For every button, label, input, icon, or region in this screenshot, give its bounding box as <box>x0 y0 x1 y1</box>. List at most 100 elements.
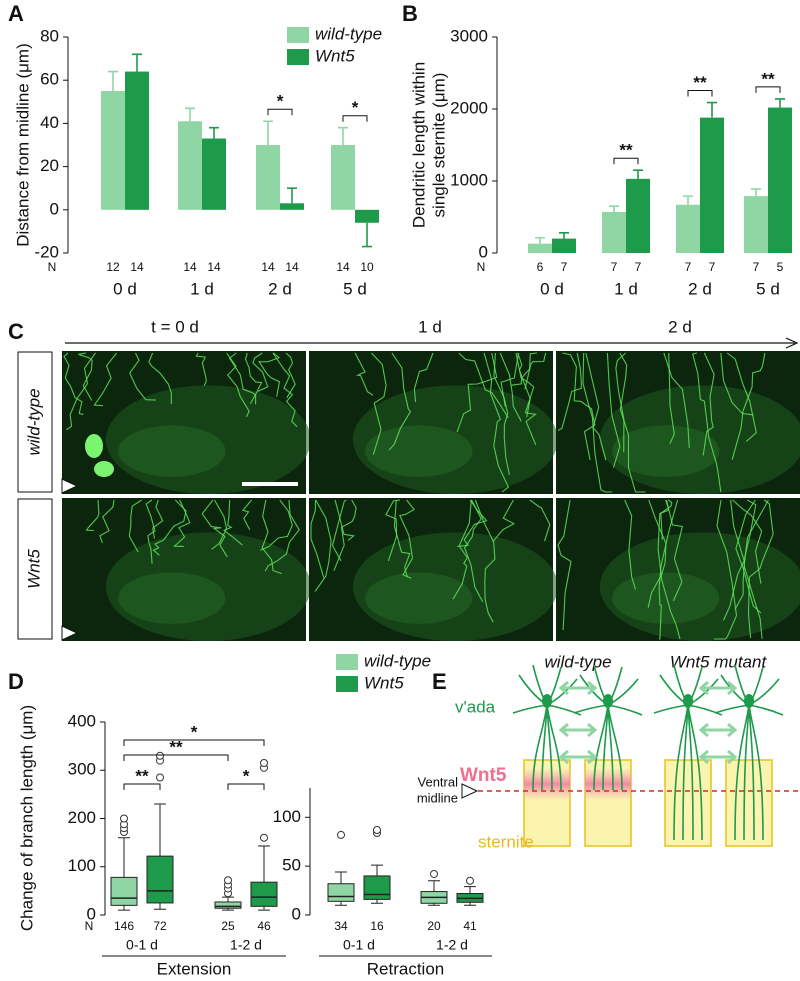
whisker <box>222 896 234 902</box>
error-bar <box>633 169 643 179</box>
bar <box>355 209 379 223</box>
y-tick-label: 50 <box>282 856 301 875</box>
significance-bracket <box>123 739 265 746</box>
y-tick-label: 3000 <box>450 26 488 45</box>
n-value: 12 <box>106 260 120 274</box>
dendrite <box>195 352 207 387</box>
error-bar <box>362 222 372 248</box>
box <box>110 876 138 906</box>
dendrite <box>619 352 646 493</box>
neuron-branch <box>743 704 750 841</box>
neuron-branch <box>748 704 764 841</box>
x-tick-label: 0-1 d <box>126 937 158 953</box>
whisker <box>371 899 383 904</box>
dendrite <box>257 352 281 397</box>
n-value: 146 <box>114 919 134 933</box>
dendrite <box>272 352 298 428</box>
dendrite <box>371 352 387 455</box>
movement-arrow <box>558 680 598 696</box>
significance-bracket <box>123 783 161 790</box>
error-bar <box>108 70 118 91</box>
n-value: 20 <box>427 919 441 933</box>
n-label: N <box>48 260 57 274</box>
legend-label: Wnt5 <box>315 46 355 65</box>
n-value: 7 <box>709 260 716 274</box>
n-value: 5 <box>777 260 784 274</box>
bar <box>626 178 650 253</box>
bar <box>602 211 626 253</box>
dendrite <box>66 352 96 431</box>
diagram-title: Wnt5 mutant <box>670 652 768 671</box>
micrograph-grid <box>61 351 800 641</box>
box <box>327 883 355 902</box>
chart: 0 50 100 0-1 d 1-2 d Retraction 34 20 16 41 wild-t… <box>273 651 492 978</box>
neuron-branch <box>653 704 689 714</box>
y-tick-label: 100 <box>273 807 301 826</box>
dendrite <box>474 499 496 623</box>
dendrite <box>515 352 537 446</box>
dendrite <box>463 499 484 603</box>
tissue <box>599 385 800 494</box>
bar <box>700 117 724 253</box>
dendrite <box>692 352 722 493</box>
dendrite <box>333 499 357 571</box>
tissue <box>105 385 311 494</box>
neuron-branch <box>734 704 750 841</box>
whisker <box>118 905 130 911</box>
dendrite <box>660 499 673 540</box>
error-bar <box>535 237 545 244</box>
significance-label: * <box>191 722 198 741</box>
dendrite <box>331 499 347 562</box>
x-tick-label: 1 d <box>190 279 214 298</box>
time-label: t = 0 d <box>151 317 199 336</box>
dendrite <box>93 352 117 407</box>
bar <box>178 121 202 210</box>
significance-bracket <box>227 783 265 790</box>
dendrite <box>285 352 296 399</box>
error-bar <box>263 120 273 145</box>
neuron-branch <box>748 704 755 841</box>
y-tick-label: 40 <box>40 113 59 132</box>
error-bar <box>287 187 297 204</box>
y-tick-label: 80 <box>40 26 59 45</box>
dendrite <box>500 352 520 407</box>
legend-swatch <box>336 654 358 670</box>
dendrite <box>244 352 263 404</box>
error-bar <box>751 188 761 197</box>
dendrite <box>260 499 293 551</box>
neuron-branch <box>602 704 609 791</box>
y-tick-label: 300 <box>68 760 96 779</box>
significance-bracket <box>755 86 781 93</box>
outlier <box>260 833 268 842</box>
bar <box>202 138 226 210</box>
n-value: 7 <box>561 260 568 274</box>
x-tick-label: 2 d <box>268 279 292 298</box>
time-arrowhead <box>785 337 799 349</box>
error-bar <box>185 107 195 122</box>
neuron-label: v'ada <box>455 697 496 716</box>
error-bar <box>609 205 619 212</box>
x-tick-label: 0 d <box>540 279 564 298</box>
significance-label: * <box>243 766 250 785</box>
neuron-branch <box>546 704 553 791</box>
dendrite <box>585 352 607 461</box>
n-value: 46 <box>257 919 271 933</box>
significance-label: ** <box>169 737 183 756</box>
outlier <box>430 869 438 878</box>
significance-bracket <box>613 157 639 165</box>
legend-swatch <box>336 676 358 692</box>
dendrite <box>152 499 164 539</box>
y-tick-label: 2000 <box>450 98 488 117</box>
tissue <box>118 425 226 477</box>
dendrite <box>334 499 355 541</box>
neuron-branch <box>714 704 750 714</box>
panel-letter: E <box>432 669 447 694</box>
significance-label: * <box>352 98 359 117</box>
dendrite <box>388 352 412 451</box>
dendrite <box>128 499 142 553</box>
group-label: Retraction <box>367 959 444 978</box>
y-tick-label: 60 <box>40 70 59 89</box>
n-value: 72 <box>153 919 167 933</box>
panel-letter: C <box>8 319 24 344</box>
